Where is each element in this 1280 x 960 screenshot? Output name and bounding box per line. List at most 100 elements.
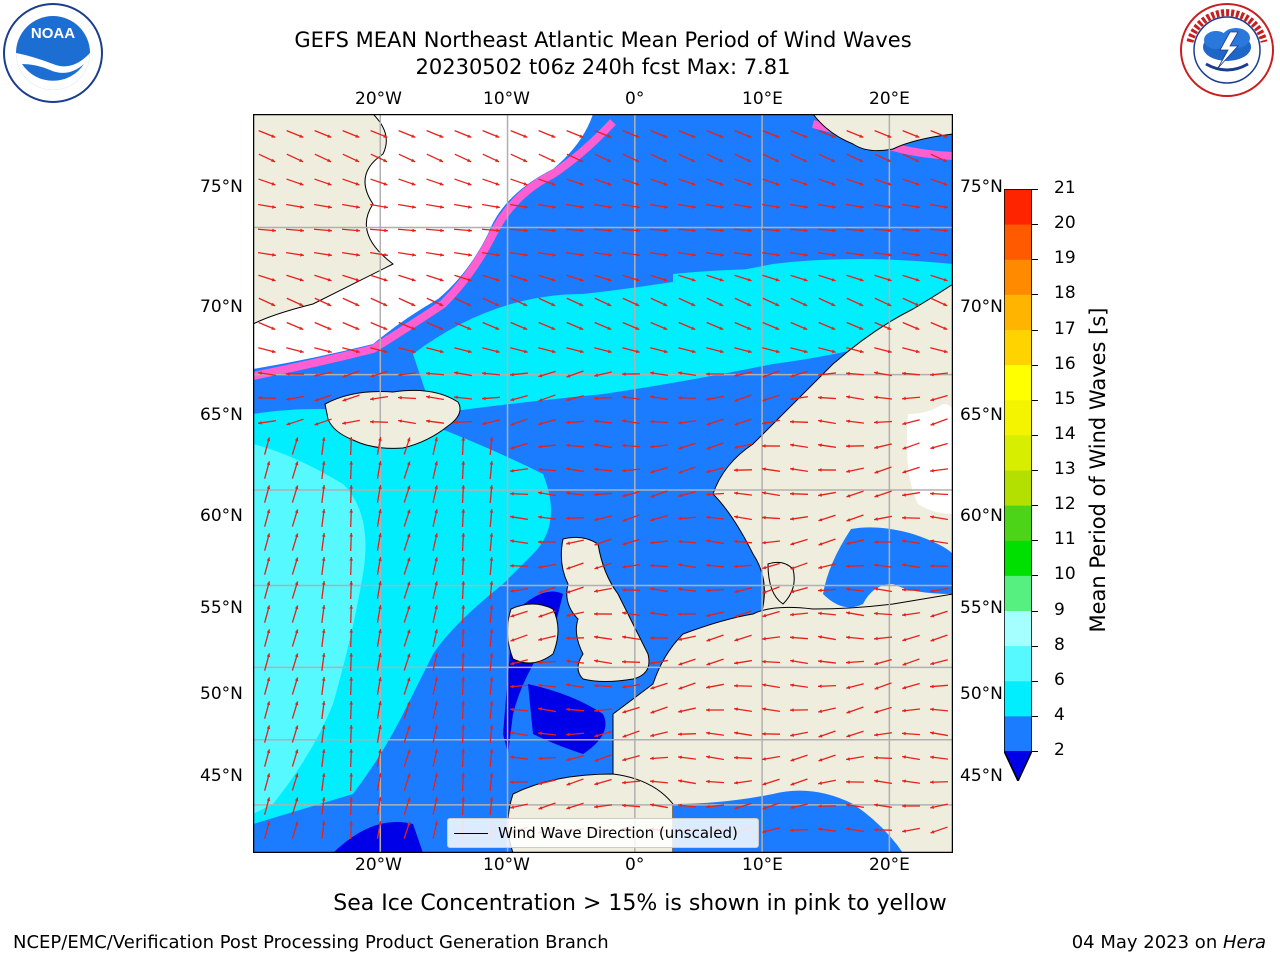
wave-direction-arrowhead (321, 533, 326, 537)
wave-direction-arrowhead (874, 828, 878, 832)
wave-direction-arrowhead (294, 701, 299, 706)
wave-direction-arrowhead (832, 253, 836, 257)
wave-direction-arrowhead (378, 461, 382, 465)
wave-direction-arrowhead (902, 612, 906, 617)
colorbar-tick-label: 2 (1054, 740, 1065, 760)
wave-direction-arrowhead (327, 302, 332, 306)
colorbar-tick-label: 9 (1054, 599, 1065, 620)
wave-direction-arrowhead (663, 277, 668, 282)
wave-direction-arrowhead (378, 605, 382, 609)
wave-direction-arrowhead (349, 677, 354, 681)
wave-direction-arrowhead (489, 509, 494, 513)
colorbar-tick-label: 8 (1054, 634, 1065, 655)
wave-direction-arrowhead (719, 326, 724, 330)
colorbar-extend-min (1004, 751, 1032, 781)
wave-direction-arrowhead (538, 683, 542, 688)
wave-direction-arrowhead (874, 587, 878, 591)
wave-direction-arrowhead (510, 731, 514, 735)
wave-direction-arrowhead (846, 587, 850, 592)
wave-direction-arrowhead (510, 372, 514, 377)
wave-direction-arrowhead (258, 371, 262, 375)
wave-direction-arrowhead (818, 827, 822, 832)
wave-direction-arrowhead (411, 349, 416, 354)
wave-direction-arrowhead (874, 371, 878, 375)
wave-direction-arrowhead (461, 629, 466, 633)
colorbar-tick-label: 14 (1054, 423, 1076, 444)
wave-direction-arrowhead (566, 566, 571, 570)
wave-direction-arrowhead (398, 372, 402, 377)
wave-direction-arrowhead (370, 373, 375, 378)
wave-direction-arrowhead (719, 134, 724, 138)
wave-direction-arrowhead (622, 395, 626, 400)
wave-direction-arrowhead (461, 773, 466, 777)
wave-direction-arrowhead (915, 326, 920, 330)
wave-direction-arrowhead (635, 182, 640, 186)
wave-direction-arrowhead (916, 205, 920, 209)
wave-direction-arrowhead (378, 677, 382, 681)
wave-direction-arrowhead (434, 797, 438, 802)
wave-direction-arrowhead (489, 773, 494, 777)
wave-direction-arrowhead (691, 158, 696, 162)
wave-direction-arrowhead (439, 349, 444, 354)
wave-direction-arrowhead (622, 611, 626, 615)
wave-direction-arrowhead (266, 485, 271, 490)
wave-direction-arrowhead (887, 302, 892, 306)
lon-tick-top-20w: 20°W (355, 89, 402, 109)
colorbar (1004, 189, 1032, 781)
wave-direction-arrowhead (902, 516, 906, 520)
wave-direction-arrowhead (607, 134, 612, 138)
wave-direction-arrowhead (266, 629, 271, 634)
wave-direction-arrowhead (523, 349, 528, 354)
wave-direction-arrowhead (461, 437, 466, 441)
wave-direction-arrowhead (747, 349, 752, 354)
wave-direction-arrowhead (406, 557, 411, 562)
wave-direction-arrowhead (271, 349, 276, 354)
wave-direction-arrowhead (349, 581, 354, 585)
lon-tick-bottom-20w: 20°W (355, 855, 402, 875)
wave-direction-arrowhead (378, 653, 382, 657)
wave-direction-arrowhead (594, 733, 599, 738)
wave-direction-arrowhead (461, 533, 466, 537)
wave-direction-arrowhead (636, 228, 640, 233)
wave-direction-arrowhead (762, 829, 767, 834)
wave-direction-arrowhead (439, 158, 444, 162)
wave-direction-arrowhead (622, 419, 626, 423)
wave-direction-arrowhead (266, 725, 271, 730)
wave-direction-arrowhead (579, 134, 584, 138)
wave-direction-arrowhead (734, 780, 738, 785)
wave-direction-arrowhead (846, 419, 850, 424)
wave-direction-arrowhead (915, 158, 920, 162)
wave-direction-arrowhead (294, 821, 299, 826)
wave-direction-arrowhead (692, 253, 696, 257)
wave-direction-arrowhead (411, 326, 416, 330)
wave-direction-arrowhead (566, 732, 570, 737)
wave-direction-arrowhead (734, 805, 739, 810)
wave-direction-arrowhead (902, 731, 906, 736)
wave-direction-arrowhead (678, 803, 682, 808)
wave-direction-arrowhead (439, 134, 444, 138)
wave-direction-arrowhead (790, 467, 794, 471)
wave-direction-arrowhead (719, 277, 724, 282)
wave-direction-arrowhead (434, 821, 438, 826)
wave-direction-arrowhead (552, 253, 556, 257)
wave-direction-arrowhead (411, 277, 416, 282)
wave-direction-arrowhead (664, 253, 668, 257)
wave-direction-arrowhead (286, 397, 290, 401)
wave-direction-arrowhead (356, 228, 360, 233)
wave-direction-arrowhead (734, 661, 738, 665)
wave-direction-arrowhead (378, 749, 382, 753)
wave-direction-arrowhead (434, 773, 438, 778)
wave-direction-arrowhead (790, 782, 795, 786)
wave-direction-arrowhead (538, 731, 542, 736)
wave-direction-arrowhead (378, 629, 382, 633)
wave-direction-arrowhead (294, 677, 299, 682)
wave-direction-arrowhead (594, 612, 598, 616)
wave-direction-arrowhead (489, 797, 494, 801)
wave-direction-arrowhead (489, 629, 494, 633)
wave-direction-arrowhead (650, 469, 655, 474)
wave-direction-arrowhead (678, 539, 682, 544)
colorbar-tick-mark (1032, 399, 1038, 401)
wave-direction-arrowhead (523, 326, 528, 330)
wave-direction-arrowhead (461, 509, 466, 513)
wave-direction-arrowhead (327, 326, 332, 330)
